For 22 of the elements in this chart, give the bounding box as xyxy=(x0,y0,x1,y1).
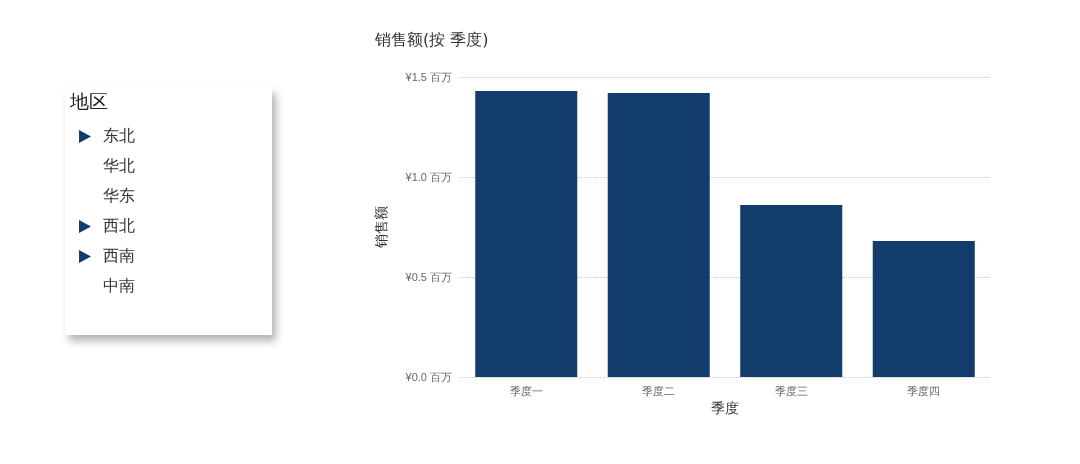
bar xyxy=(740,205,843,377)
text: 东北 xyxy=(103,125,135,147)
x-axis-title: 季度 xyxy=(711,399,739,416)
y-tick-label: ¥1.5 百万 xyxy=(404,71,452,83)
text: 华东 xyxy=(103,185,135,207)
chart-title: 销售额(按 季度) xyxy=(374,29,489,49)
text: 西南 xyxy=(103,245,135,267)
x-tick-label: 季度四 xyxy=(907,384,941,397)
x-tick-label: 季度一 xyxy=(509,384,543,397)
y-tick-label: ¥0.5 百万 xyxy=(404,271,452,283)
text: 华北 xyxy=(103,155,135,177)
x-tick-label: 季度二 xyxy=(642,384,676,397)
bar xyxy=(872,241,975,377)
bar xyxy=(607,93,710,377)
x-tick-label: 季度三 xyxy=(774,384,808,397)
bar xyxy=(475,91,578,377)
y-axis-title: 销售额 xyxy=(373,206,389,249)
y-tick-label: ¥1.0 百万 xyxy=(404,171,452,183)
text: 西北 xyxy=(103,215,135,237)
text: 地区 xyxy=(70,89,108,114)
text: 中南 xyxy=(103,275,135,297)
y-tick-label: ¥0.0 百万 xyxy=(404,371,452,383)
